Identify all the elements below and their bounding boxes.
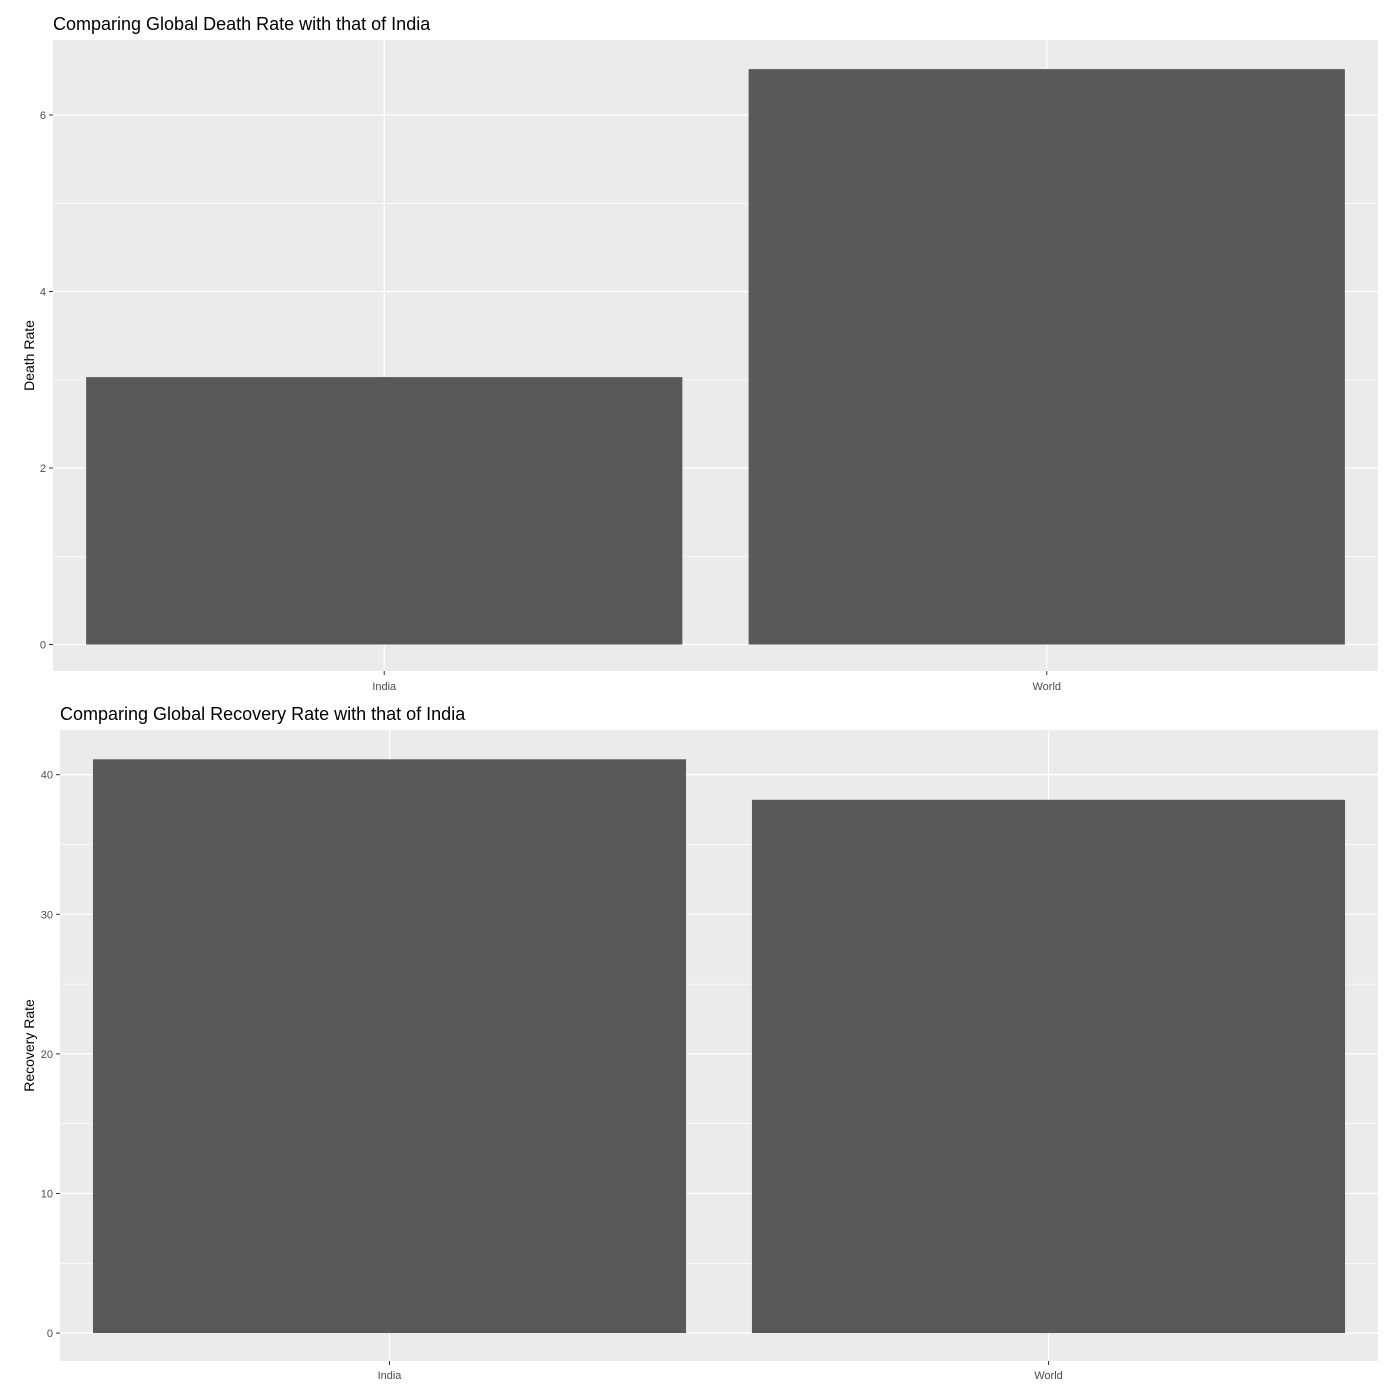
y-tick-label: 20 (41, 1049, 53, 1061)
bar-india (92, 759, 687, 1334)
y-tick-label: 2 (40, 463, 46, 475)
chart-title: Comparing Global Death Rate with that of… (53, 14, 431, 34)
x-tick-label: India (378, 1370, 403, 1382)
y-axis-title: Recovery Rate (21, 999, 37, 1092)
chart-title: Comparing Global Recovery Rate with that… (60, 704, 466, 724)
y-tick-label: 40 (41, 770, 53, 782)
recovery-rate-chart: 0 10 20 30 40 India World Recovery Rate Comparin… (21, 704, 1378, 1382)
y-tick-label: 30 (41, 909, 53, 921)
x-tick-label: India (372, 681, 397, 693)
y-tick-label: 4 (40, 287, 46, 299)
y-tick-label: 10 (41, 1188, 53, 1200)
bar-world (748, 69, 1345, 645)
y-tick-label: 6 (40, 110, 46, 122)
x-tick-label: World (1034, 1370, 1063, 1382)
death-rate-chart: 0 2 4 6 India World Death Rate Comparing Global… (21, 14, 1378, 693)
y-axis-title: Death Rate (21, 320, 37, 391)
y-tick-label: 0 (40, 640, 46, 652)
bar-india (86, 377, 683, 645)
bar-world (751, 799, 1346, 1334)
x-tick-label: World (1032, 681, 1061, 693)
y-tick-label: 0 (47, 1328, 53, 1340)
